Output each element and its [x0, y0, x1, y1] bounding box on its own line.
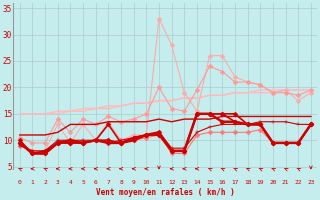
- X-axis label: Vent moyen/en rafales ( km/h ): Vent moyen/en rafales ( km/h ): [96, 188, 235, 197]
